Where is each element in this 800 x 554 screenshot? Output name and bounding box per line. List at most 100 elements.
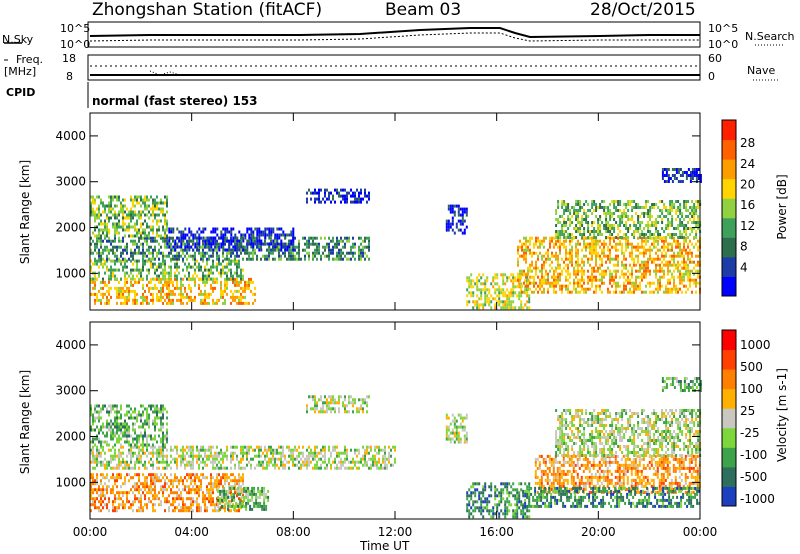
- power-cell: [543, 254, 545, 258]
- power-cell: [589, 257, 591, 261]
- power-cell: [541, 272, 543, 276]
- power-cell: [138, 268, 140, 272]
- velocity-cell: [308, 445, 310, 449]
- velocity-cell: [260, 460, 262, 464]
- power-cell: [150, 298, 152, 302]
- power-cell: [655, 269, 657, 273]
- power-cell: [280, 257, 282, 261]
- power-cell: [280, 248, 283, 252]
- power-cell: [575, 281, 577, 285]
- power-cell: [272, 242, 275, 246]
- power-cell: [617, 236, 619, 240]
- power-cell: [246, 245, 249, 249]
- power-cell: [502, 300, 505, 304]
- power-cell: [607, 224, 610, 227]
- power-cell: [561, 227, 564, 230]
- power-cell: [104, 210, 106, 214]
- power-cell: [667, 224, 670, 227]
- power-cell: [238, 280, 240, 284]
- power-cell: [595, 275, 597, 279]
- velocity-cell: [246, 448, 248, 452]
- power-cell: [152, 286, 154, 290]
- power-cell: [465, 225, 468, 229]
- velocity-cell: [188, 473, 190, 477]
- velocity-cell: [184, 457, 186, 461]
- power-cell: [613, 203, 616, 206]
- power-cell: [671, 263, 673, 267]
- power-cell: [482, 288, 485, 292]
- velocity-cell: [217, 501, 220, 505]
- power-cell: [591, 275, 593, 279]
- power-cell: [451, 204, 454, 208]
- velocity-cell: [206, 509, 208, 513]
- power-cell: [455, 225, 458, 229]
- power-cell: [238, 265, 240, 269]
- power-cell: [555, 281, 557, 285]
- velocity-cell: [230, 473, 232, 477]
- velocity-cell: [198, 494, 200, 498]
- power-cell: [510, 303, 513, 307]
- power-cell: [537, 284, 539, 288]
- power-cell: [506, 279, 509, 283]
- velocity-cell: [178, 494, 180, 498]
- power-cell: [545, 257, 547, 261]
- power-cell: [226, 236, 228, 240]
- power-cell: [563, 233, 566, 236]
- power-cell: [130, 195, 132, 199]
- power-cell: [677, 242, 679, 246]
- power-cell: [673, 254, 675, 258]
- power-cell: [589, 278, 591, 282]
- power-cell: [663, 245, 665, 249]
- velocity-cell: [212, 445, 214, 449]
- power-cell: [102, 210, 104, 214]
- power-cell: [675, 171, 678, 174]
- power-cell: [166, 245, 168, 249]
- power-cell: [110, 195, 112, 199]
- power-cell: [683, 242, 685, 246]
- power-cell: [529, 239, 531, 243]
- power-cell: [647, 227, 650, 230]
- velocity-cell: [220, 479, 222, 483]
- power-cell: [567, 209, 570, 212]
- power-cell: [482, 273, 485, 277]
- velocity-cell: [364, 451, 366, 455]
- power-cell: [156, 195, 158, 199]
- power-cell: [583, 209, 586, 212]
- power-cell: [480, 303, 483, 307]
- power-cell: [178, 254, 180, 258]
- power-cell: [691, 227, 694, 230]
- power-cell: [529, 242, 531, 246]
- power-cell: [609, 251, 611, 255]
- power-cell: [220, 280, 222, 284]
- velocity-cell: [210, 503, 212, 507]
- power-cell: [484, 285, 487, 289]
- power-cell: [669, 206, 672, 209]
- power-cell: [324, 248, 326, 252]
- velocity-cell: [242, 448, 244, 452]
- power-cell: [92, 195, 94, 199]
- power-cell: [352, 200, 354, 204]
- power-cell: [318, 197, 320, 201]
- power-cell: [555, 236, 558, 239]
- power-cell: [122, 236, 124, 240]
- velocity-cell: [192, 479, 194, 483]
- power-cell: [158, 298, 160, 302]
- power-cell: [310, 191, 312, 195]
- velocity-cell: [338, 460, 340, 464]
- velocity-cell: [218, 509, 220, 513]
- velocity-cell: [259, 495, 262, 499]
- power-cell: [498, 291, 501, 295]
- velocity-cell: [194, 476, 196, 480]
- velocity-cell: [102, 494, 104, 498]
- power-cell: [667, 281, 669, 285]
- power-cell: [476, 279, 479, 283]
- velocity-cell: [214, 454, 216, 458]
- velocity-cell: [242, 473, 244, 477]
- power-cell: [553, 269, 555, 273]
- power-cell: [651, 281, 653, 285]
- velocity-cell: [320, 457, 322, 461]
- velocity-cell: [231, 492, 234, 496]
- power-cell: [669, 236, 672, 239]
- power-cell: [502, 306, 505, 310]
- power-cell: [470, 294, 473, 298]
